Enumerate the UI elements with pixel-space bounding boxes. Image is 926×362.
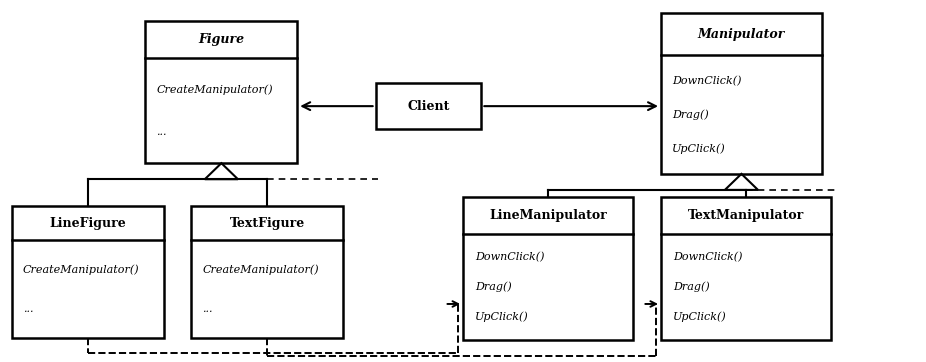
Bar [661, 13, 822, 174]
Text: TextFigure: TextFigure [230, 216, 305, 230]
Text: UpClick(): UpClick() [475, 312, 529, 322]
Bar [661, 197, 832, 340]
Text: UpClick(): UpClick() [672, 143, 726, 154]
Bar [12, 206, 164, 338]
Text: ...: ... [22, 304, 33, 313]
Bar [463, 197, 633, 340]
Text: LineFigure: LineFigure [50, 216, 126, 230]
Text: CreateManipulator(): CreateManipulator() [202, 264, 319, 275]
Text: DownClick(): DownClick() [475, 252, 544, 262]
Text: Drag(): Drag() [672, 109, 709, 120]
Bar [376, 83, 482, 129]
Text: Drag(): Drag() [673, 282, 709, 292]
Text: CreateManipulator(): CreateManipulator() [22, 264, 139, 275]
Text: Client: Client [407, 100, 450, 113]
Bar [192, 206, 344, 338]
Text: TextManipulator: TextManipulator [688, 209, 804, 222]
Text: DownClick(): DownClick() [672, 75, 742, 86]
Text: ...: ... [202, 304, 213, 313]
Text: Drag(): Drag() [475, 282, 512, 292]
Bar [145, 21, 297, 163]
Text: ...: ... [156, 127, 167, 136]
Text: CreateManipulator(): CreateManipulator() [156, 84, 272, 94]
Text: LineManipulator: LineManipulator [489, 209, 607, 222]
Text: UpClick(): UpClick() [673, 312, 727, 322]
Text: DownClick(): DownClick() [673, 252, 743, 262]
Text: Manipulator: Manipulator [698, 28, 785, 41]
Text: Figure: Figure [198, 33, 244, 46]
